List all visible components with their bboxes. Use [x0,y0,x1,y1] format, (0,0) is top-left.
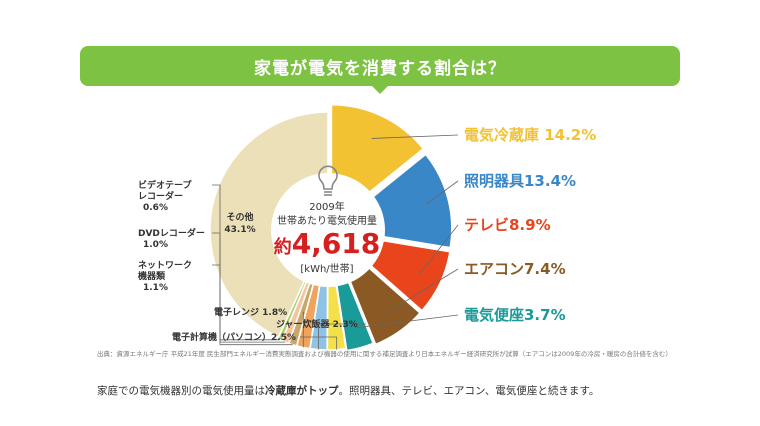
caption: 家庭での電気機器別の電気使用量は冷蔵庫がトップ。照明器具、テレビ、エアコン、電気… [97,383,599,398]
slice-leader-line [425,180,459,205]
center-value-prefix: 約 [274,236,292,258]
slice-labels: 電気冷蔵庫 14.2% 照明器具13.4% テレビ8.9% エアコン7.4% 電気便座3… [138,126,596,343]
title-banner: 家電が電気を消費する割合は？ [80,46,680,86]
pie-slice [209,111,329,339]
slice-label: ジャー炊飯器 2.3% [276,318,358,330]
slice-leader-line [371,134,459,139]
slice-leader-line [386,268,459,314]
slice-label: 0.6% [143,203,168,213]
slice-leader-line [302,311,304,348]
center-subtitle: 世帯あたり電気使用量 [277,214,377,227]
slice-label: テレビ8.9% [464,216,551,234]
slice-label: 1.0% [143,240,168,250]
slice-label: 電子レンジ 1.8% [214,307,287,318]
slice-leader-line [354,314,459,329]
slice-label: ビデオテープ [138,179,192,191]
source-note: 出典：資源エネルギー庁 平成21年度 民生部門エネルギー消費実態調査および機器の… [97,350,672,358]
slice-label: エアコン7.4% [464,260,566,278]
bulb-glass [318,165,338,190]
caption-text-end: 。照明器具、テレビ、エアコン、電気便座と続きます。 [338,385,600,397]
slice-label: 43.1% [224,225,255,235]
light-bulb-icon [318,165,338,196]
slice-leader-line [300,336,338,350]
slice-label: DVDレコーダー [138,227,205,239]
title-banner-pointer [371,85,389,94]
slice-label: 電気冷蔵庫 14.2% [464,126,596,144]
caption-text: 家庭での電気機器別の電気使用量は [97,385,265,397]
slice-leader-line [318,323,366,350]
caption-highlight: 冷蔵庫がトップ [265,385,339,397]
slice-label: 電子計算機（パソコン）2.5% [172,331,296,343]
slice-label: 電気便座3.7% [464,306,566,324]
center-value-number: 4,618 [292,227,381,260]
slice-label: 照明器具13.4% [464,172,576,190]
chart-title: 家電が電気を消費する割合は？ [254,58,506,79]
slice-label: 1.1% [143,283,168,293]
slice-leader-line [212,184,280,341]
donut-center [271,173,385,287]
slice-label: その他 [226,211,253,223]
leader-lines [212,134,459,350]
slice-leader-line [419,224,459,274]
center-value: 約4,618 [274,227,381,260]
center-unit: [kWh/世帯] [300,262,353,275]
center-year: 2009年 [309,200,344,213]
slice-label: 機器類 [138,270,166,282]
slice-label: レコーダー [138,190,183,202]
slice-label: ネットワーク [138,260,192,271]
